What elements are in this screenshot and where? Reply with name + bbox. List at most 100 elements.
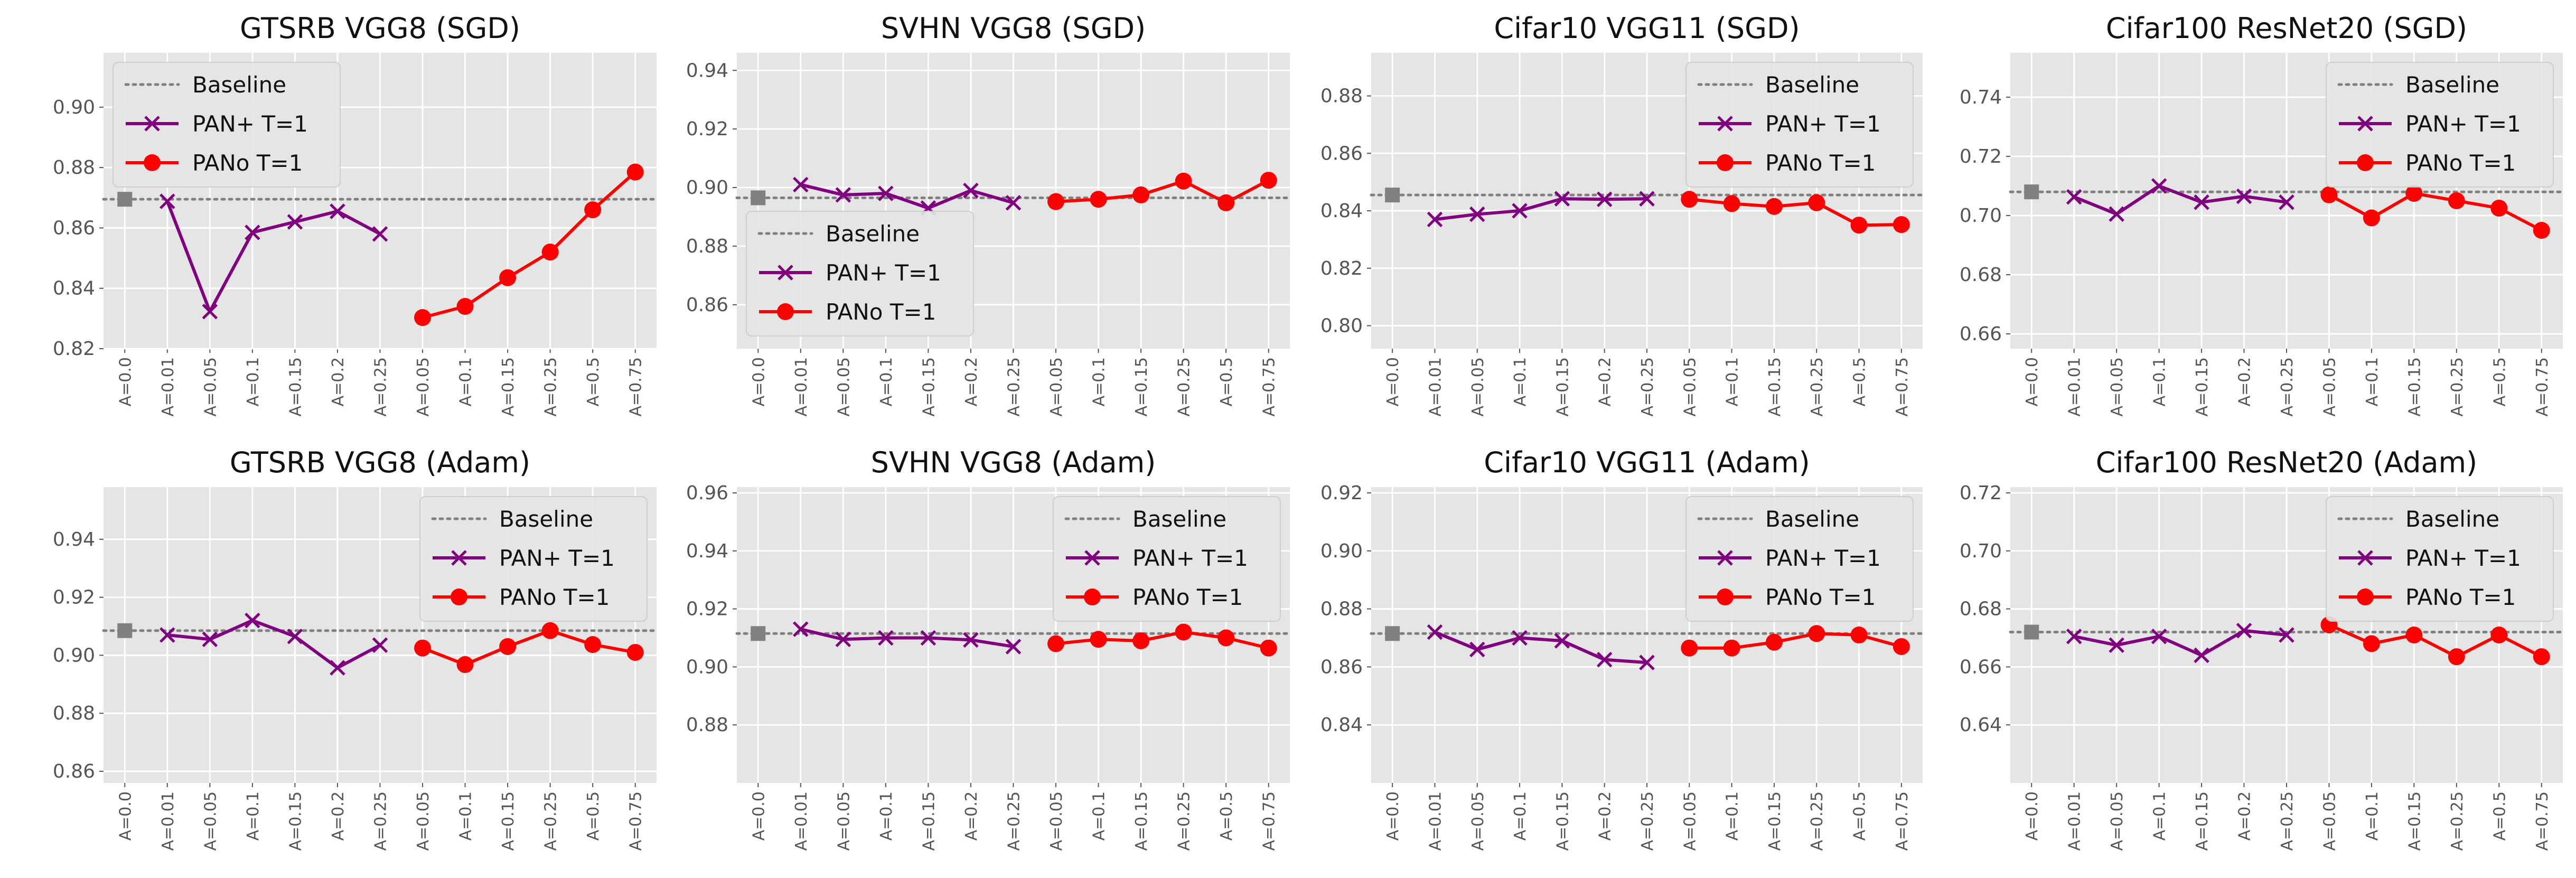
y-tick-label: 0.84 xyxy=(1320,714,1363,736)
data-point-pan-circ xyxy=(1723,639,1740,657)
legend-x-marker xyxy=(778,265,793,281)
x-tick-label: A=0.5 xyxy=(2490,791,2509,840)
x-tick-label: A=0.25 xyxy=(372,357,390,416)
x-tick-label: A=0.5 xyxy=(584,357,603,406)
legend-label-pan-circ: PANo T=1 xyxy=(2405,584,2516,610)
x-tick-label: A=0.0 xyxy=(116,357,135,406)
y-tick-label: 0.88 xyxy=(686,236,728,257)
x-tick-label: A=0.15 xyxy=(2405,791,2424,851)
legend-label-pan-circ: PANo T=1 xyxy=(1765,584,1876,610)
data-point-pan-circ xyxy=(1260,639,1277,657)
x-tick-label: A=0.1 xyxy=(1090,357,1109,406)
data-point-pan-plus xyxy=(1639,655,1655,670)
x-tick-label: A=0.05 xyxy=(1047,791,1066,851)
data-point-pan-plus xyxy=(245,612,260,629)
x-tick-label: A=0.05 xyxy=(835,791,853,851)
x-tick-label: A=0.1 xyxy=(1511,357,1530,406)
chart-panel: A=0.0 A=0.01 A=0.05 A=0.1 A=0.15 A=0.2 A=0.25 A… xyxy=(53,446,658,851)
data-point-pan-circ xyxy=(1808,625,1825,642)
x-tick-label: A=0.01 xyxy=(2066,791,2084,851)
x-tick-label: A=0.15 xyxy=(286,791,305,851)
x-tick-label: A=0.15 xyxy=(920,357,938,416)
data-point-pan-circ xyxy=(1090,191,1107,208)
x-marker-stroke xyxy=(793,621,809,637)
legend-box xyxy=(113,62,341,188)
legend-label-baseline: Baseline xyxy=(499,506,593,532)
data-point-pan-circ xyxy=(1681,639,1698,657)
legend-label-baseline: Baseline xyxy=(826,221,920,247)
x-tick-label: A=0.0 xyxy=(1384,791,1402,840)
x-marker-stroke xyxy=(2151,628,2167,645)
y-tick-label: 0.88 xyxy=(1320,599,1363,620)
x-tick-label: A=0.25 xyxy=(1175,791,1194,851)
legend-label-pan-circ: PANo T=1 xyxy=(192,150,303,176)
baseline-marker xyxy=(2024,184,2039,200)
x-tick-label: A=0.01 xyxy=(159,791,177,851)
chart-title: Cifar10 VGG11 (SGD) xyxy=(1494,12,1800,45)
baseline-marker xyxy=(117,192,133,207)
data-point-pan-circ xyxy=(1132,186,1150,203)
legend-box xyxy=(2326,62,2554,188)
chart-title: Cifar10 VGG11 (Adam) xyxy=(1484,446,1810,479)
x-tick-label: A=0.15 xyxy=(1766,791,1784,851)
data-point-pan-circ xyxy=(499,269,517,286)
legend-x-marker xyxy=(1084,550,1100,566)
x-tick-label: A=0.75 xyxy=(627,357,645,416)
x-tick-label: A=0.15 xyxy=(1132,357,1151,416)
data-point-pan-plus xyxy=(330,660,345,676)
y-tick-label: 0.90 xyxy=(1320,540,1363,562)
x-tick-label: A=0.01 xyxy=(159,357,177,416)
data-point-pan-circ xyxy=(2533,648,2550,666)
data-point-pan-plus xyxy=(160,627,175,643)
legend-box xyxy=(1053,496,1281,622)
legend: Baseline PAN+ T=1 PANo T=1 xyxy=(2326,62,2554,188)
data-point-pan-plus xyxy=(835,631,851,648)
x-tick-label: A=0.25 xyxy=(542,357,560,416)
chart-panel: A=0.0 A=0.01 A=0.05 A=0.1 A=0.15 A=0.2 A=0.25 A… xyxy=(686,12,1291,416)
data-point-pan-circ xyxy=(1090,631,1107,648)
legend-label-pan-plus: PAN+ T=1 xyxy=(192,111,308,137)
x-tick-label: A=0.1 xyxy=(457,791,475,840)
data-point-pan-circ xyxy=(1681,191,1698,208)
data-point-pan-circ xyxy=(1217,194,1235,211)
x-tick-label: A=0.25 xyxy=(542,791,560,851)
data-point-pan-plus xyxy=(793,176,809,193)
x-marker-stroke xyxy=(878,630,894,646)
baseline-marker xyxy=(751,626,766,641)
x-marker-stroke xyxy=(2236,188,2252,204)
x-tick-label: A=0.25 xyxy=(2448,791,2467,851)
data-point-pan-plus xyxy=(1554,191,1570,207)
y-tick-label: 0.82 xyxy=(53,338,95,360)
legend-circle-marker xyxy=(1717,154,1734,171)
y-tick-label: 0.72 xyxy=(1960,482,2002,504)
x-marker-stroke xyxy=(2109,206,2124,222)
data-point-pan-circ xyxy=(2533,222,2550,239)
data-point-pan-circ xyxy=(1047,193,1065,210)
x-tick-label: A=0.0 xyxy=(2023,791,2041,840)
data-point-pan-circ xyxy=(2405,185,2423,202)
legend-label-baseline: Baseline xyxy=(192,72,286,98)
x-tick-label: A=0.25 xyxy=(1005,791,1024,851)
legend-box xyxy=(1685,62,1914,188)
legend-label-pan-circ: PANo T=1 xyxy=(1132,584,1243,610)
data-point-pan-circ xyxy=(456,656,474,673)
x-tick-label: A=0.15 xyxy=(1132,791,1151,851)
y-tick-label: 0.88 xyxy=(686,714,728,736)
x-marker-stroke xyxy=(202,303,218,320)
data-point-pan-plus xyxy=(878,185,894,201)
data-point-pan-circ xyxy=(1808,194,1825,211)
data-point-pan-plus xyxy=(202,303,218,320)
data-point-pan-circ xyxy=(541,622,559,639)
data-point-pan-circ xyxy=(2448,192,2465,209)
legend-box xyxy=(2326,496,2554,622)
x-marker-stroke xyxy=(1005,195,1022,211)
data-point-pan-circ xyxy=(584,201,602,219)
data-point-pan-circ xyxy=(2405,627,2423,643)
legend-circle-marker xyxy=(451,589,467,605)
x-tick-label: A=0.25 xyxy=(1638,357,1657,416)
data-point-pan-circ xyxy=(1217,629,1235,647)
x-tick-label: A=0.1 xyxy=(2151,791,2169,840)
x-tick-label: A=0.5 xyxy=(1217,791,1236,840)
data-point-pan-circ xyxy=(1850,217,1868,234)
baseline-marker xyxy=(117,623,133,638)
